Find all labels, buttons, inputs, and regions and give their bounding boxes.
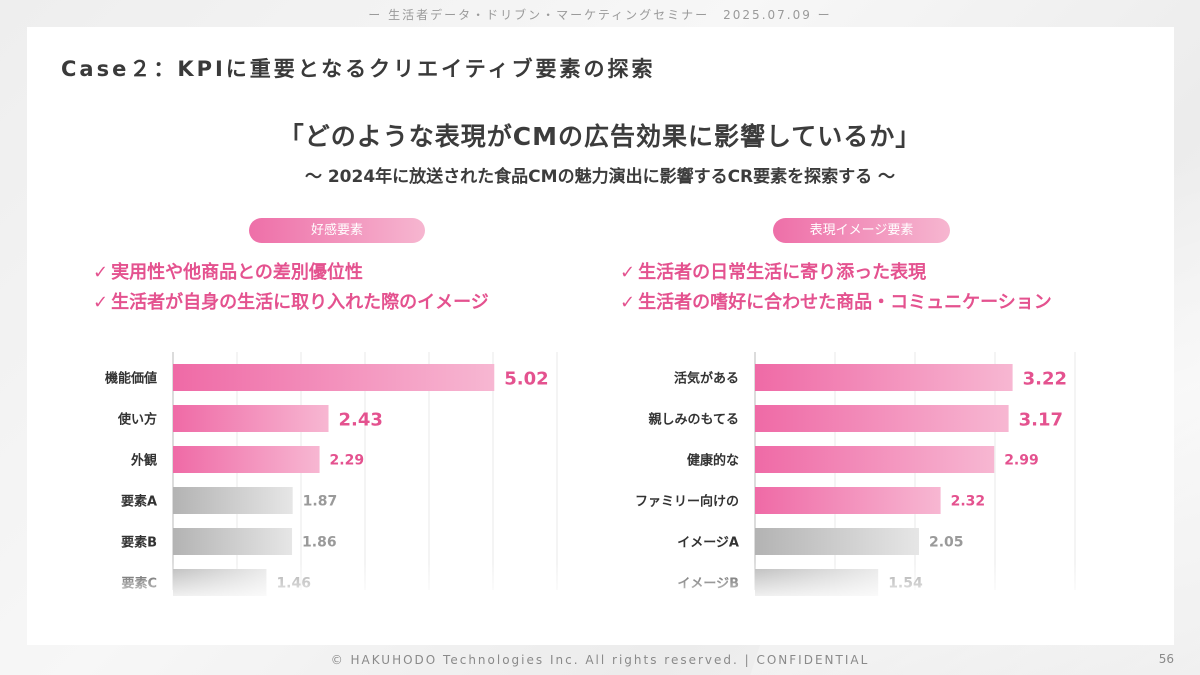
- category-label: イメージA: [677, 536, 739, 551]
- value-label: 2.32: [951, 494, 986, 510]
- category-label: 親しみのもてる: [649, 412, 739, 428]
- bar: [755, 364, 1013, 391]
- bar: [173, 569, 267, 596]
- bar: [173, 446, 320, 473]
- copyright-footer: © HAKUHODO Technologies Inc. All rights …: [330, 653, 870, 667]
- bar: [755, 487, 941, 514]
- bar: [173, 528, 293, 555]
- left-point-item: ✓ 実用性や他商品との差別優位性: [93, 262, 363, 283]
- value-label: 2.29: [330, 453, 365, 469]
- value-label: 1.46: [276, 576, 311, 592]
- bar: [755, 569, 879, 596]
- bar: [755, 405, 1009, 432]
- category-label: 健康的な: [687, 453, 739, 469]
- main-question: 「どのような表現がCMの広告効果に影響しているか」: [278, 122, 922, 151]
- category-label: 要素C: [121, 576, 157, 592]
- value-label: 2.05: [929, 535, 964, 551]
- value-label: 1.87: [303, 494, 338, 510]
- check-icon: ✓: [93, 292, 109, 313]
- left-point-list: ✓ 実用性や他商品との差別優位性 ✓ 生活者が自身の生活に取り入れた際のイメージ: [93, 258, 489, 318]
- category-label: 要素B: [121, 535, 157, 551]
- check-icon: ✓: [93, 262, 109, 283]
- bar: [173, 487, 293, 514]
- right-point-item: ✓ 生活者の嗜好に合わせた商品・コミュニケーション: [620, 292, 1052, 313]
- bar: [755, 446, 995, 473]
- value-label: 3.17: [1019, 410, 1063, 431]
- category-label: 要素A: [121, 494, 157, 510]
- value-label: 5.02: [504, 369, 548, 390]
- category-label: 使い方: [117, 412, 157, 428]
- right-bar-chart: 活気がある 3.22 親しみのもてる 3.17 健康的な 2.99 ファミリー向けの 2.32…: [635, 352, 1076, 596]
- bar: [755, 528, 919, 555]
- value-label: 2.43: [339, 410, 383, 431]
- check-icon: ✓: [620, 262, 636, 283]
- right-category-pill: 表現イメージ要素: [773, 218, 950, 243]
- left-category-pill: 好感要素: [249, 218, 425, 243]
- value-label: 1.86: [302, 535, 337, 551]
- left-point-item: ✓ 生活者が自身の生活に取り入れた際のイメージ: [93, 292, 489, 313]
- category-label: イメージB: [677, 577, 739, 592]
- bar: [173, 364, 495, 391]
- right-point-item: ✓ 生活者の日常生活に寄り添った表現: [620, 262, 927, 283]
- category-label: ファミリー向けの: [635, 494, 739, 510]
- page-number: 56: [1158, 652, 1174, 666]
- value-label: 1.54: [888, 576, 923, 592]
- bar: [173, 405, 329, 432]
- category-label: 機能価値: [105, 371, 157, 387]
- case-title: Case２：KPIに重要となるクリエイティブ要素の探索: [61, 57, 656, 81]
- left-bar-chart: 機能価値 5.02 使い方 2.43 外観 2.29 要素A 1.87 要素B 1.86 要素C 1.…: [105, 352, 558, 596]
- right-point-list: ✓ 生活者の日常生活に寄り添った表現 ✓ 生活者の嗜好に合わせた商品・コミュニケーシ…: [620, 258, 1052, 318]
- check-icon: ✓: [620, 292, 636, 313]
- seminar-header: ー 生活者データ・ドリブン・マーケティングセミナー 2025.07.09 ー: [368, 8, 832, 22]
- value-label: 3.22: [1023, 369, 1067, 390]
- sub-question: 〜 2024年に放送された食品CMの魅力演出に影響するCR要素を探索する 〜: [304, 167, 896, 187]
- category-label: 外観: [130, 453, 157, 469]
- category-label: 活気がある: [674, 371, 739, 387]
- value-label: 2.99: [1004, 453, 1039, 469]
